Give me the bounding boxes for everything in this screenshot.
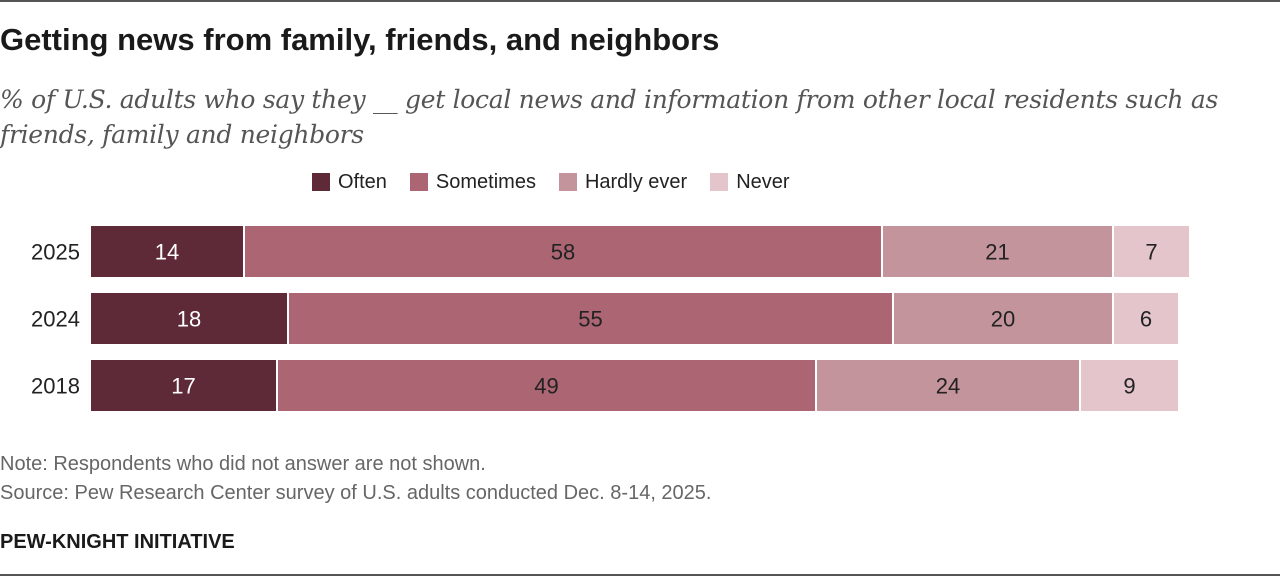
bar-2025-hardly-ever <box>883 226 1112 277</box>
bar-2024-never <box>1114 293 1178 344</box>
data-label-2025-hardly-ever: 21 <box>985 240 1009 265</box>
data-label-2024-often: 18 <box>177 307 201 332</box>
bar-2024-sometimes <box>289 293 892 344</box>
chart-title: Getting news from family, friends, and n… <box>0 22 720 57</box>
chart-subtitle: % of U.S. adults who say they __ get loc… <box>0 85 1219 149</box>
bar-2018-hardly-ever <box>817 360 1079 411</box>
bar-2018-never <box>1081 360 1178 411</box>
legend-item-often: Often <box>312 171 387 194</box>
bar-2018-often <box>91 360 276 411</box>
legend-label-hardly-ever: Hardly ever <box>584 170 688 193</box>
legend-label-often: Often <box>338 170 387 193</box>
legend-label-never: Never <box>736 170 790 193</box>
bar-2025-often <box>91 226 243 277</box>
legend-swatch-sometimes <box>409 173 428 191</box>
data-label-2024-never: 6 <box>1140 307 1152 332</box>
data-label-2024-sometimes: 55 <box>578 307 602 332</box>
chart-source: Source: Pew Research Center survey of U.… <box>0 482 712 504</box>
stacked-bar-chart: 2025 14 58 21 7 2024 18 55 20 6 2018 17 49 24 9 <box>31 226 1189 411</box>
bar-2025-never <box>1114 226 1189 277</box>
data-label-2025-sometimes: 58 <box>551 240 575 265</box>
data-label-2025-often: 14 <box>155 240 179 265</box>
bar-2018-sometimes <box>278 360 815 411</box>
legend-swatch-often <box>312 173 330 191</box>
data-label-2024-hardly-ever: 20 <box>991 307 1015 332</box>
legend-swatch-never <box>710 173 729 191</box>
legend-label-sometimes: Sometimes <box>435 170 536 193</box>
data-label-2018-never: 9 <box>1123 374 1135 399</box>
brand-label: PEW-KNIGHT INITIATIVE <box>0 531 235 553</box>
bar-2024-often <box>91 293 287 344</box>
legend-item-never: Never <box>710 170 790 194</box>
legend: Often Sometimes Hardly ever Never <box>312 170 813 194</box>
chart-note: Note: Respondents who did not answer are… <box>0 453 486 475</box>
category-label-2024: 2024 <box>31 307 80 332</box>
category-label-2025: 2025 <box>31 240 80 265</box>
bottom-rule <box>0 574 1280 576</box>
category-label-2018: 2018 <box>31 374 80 399</box>
top-rule <box>0 0 1280 2</box>
data-label-2018-often: 17 <box>171 374 195 399</box>
legend-item-hardly-ever: Hardly ever <box>558 170 688 194</box>
bar-2025-sometimes <box>245 226 881 277</box>
data-label-2018-hardly-ever: 24 <box>936 374 960 399</box>
data-label-2018-sometimes: 49 <box>534 374 558 399</box>
bar-2024-hardly-ever <box>894 293 1112 344</box>
legend-swatch-hardly-ever <box>558 173 577 191</box>
legend-item-sometimes: Sometimes <box>409 170 536 194</box>
data-label-2025-never: 7 <box>1145 240 1157 265</box>
